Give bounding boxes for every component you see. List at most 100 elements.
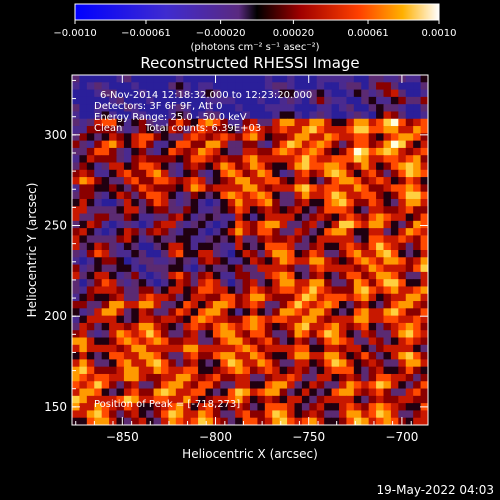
heatmap-cell — [339, 344, 347, 353]
heatmap-cell — [123, 75, 132, 83]
heatmap-cell — [116, 169, 125, 178]
heatmap-cell — [116, 147, 125, 156]
heatmap-cell — [161, 315, 169, 324]
heatmap-cell — [72, 301, 80, 309]
heatmap-cell — [264, 264, 273, 273]
heatmap-cell — [413, 395, 421, 404]
heatmap-cell — [413, 279, 421, 287]
heatmap-cell — [331, 206, 340, 214]
heatmap-cell — [301, 75, 310, 83]
heatmap-cell — [242, 388, 251, 397]
heatmap-cell — [183, 344, 192, 353]
heatmap-cell — [376, 388, 384, 397]
heatmap-cell — [116, 206, 125, 214]
heatmap-cell — [287, 366, 295, 375]
heatmap-cell — [109, 213, 117, 222]
heatmap-cell — [116, 235, 125, 244]
heatmap-cell — [190, 301, 199, 309]
heatmap-cell — [376, 301, 384, 309]
heatmap-cell — [346, 111, 355, 120]
heatmap-cell — [168, 279, 177, 287]
heatmap-cell — [161, 271, 169, 280]
heatmap-cell — [168, 155, 177, 163]
heatmap-cell — [272, 155, 281, 163]
heatmap-cell — [413, 322, 421, 331]
heatmap-cell — [264, 279, 273, 287]
heatmap-cell — [227, 104, 236, 112]
heatmap-cell — [94, 344, 103, 353]
heatmap-cell — [361, 177, 370, 185]
heatmap-cell — [272, 330, 281, 338]
heatmap-cell — [146, 301, 154, 309]
heatmap-cell — [175, 315, 184, 324]
heatmap-cell — [175, 206, 184, 214]
heatmap-cell — [250, 147, 258, 156]
heatmap-cell — [279, 198, 288, 207]
heatmap-cell — [101, 337, 110, 346]
heatmap-cell — [405, 344, 414, 353]
heatmap-cell — [101, 155, 110, 163]
heatmap-cell — [205, 126, 214, 134]
heatmap-cell — [383, 315, 392, 324]
x-tick-label: −850 — [106, 430, 139, 444]
heatmap-cell — [264, 75, 273, 83]
heatmap-cell — [227, 344, 236, 353]
heatmap-cell — [161, 198, 169, 207]
heatmap-cell — [198, 308, 206, 317]
heatmap-cell — [94, 235, 103, 244]
heatmap-cell — [101, 133, 110, 142]
heatmap-cell — [131, 301, 140, 309]
heatmap-cell — [175, 410, 184, 419]
heatmap-cell — [198, 118, 206, 127]
heatmap-cell — [413, 250, 421, 258]
heatmap-cell — [346, 140, 355, 149]
heatmap-cell — [235, 373, 243, 382]
heatmap-cell — [242, 191, 251, 200]
heatmap-cell — [287, 111, 295, 120]
heatmap-cell — [405, 169, 414, 178]
heatmap-cell — [109, 395, 117, 404]
heatmap-cell — [287, 250, 295, 258]
heatmap-cell — [316, 75, 325, 83]
heatmap-cell — [264, 403, 273, 411]
heatmap-cell — [161, 104, 169, 112]
heatmap-cell — [161, 388, 169, 397]
heatmap-cell — [250, 82, 258, 90]
annotation-method: Clean — [94, 123, 122, 134]
heatmap-cell — [205, 359, 214, 368]
heatmap-cell — [138, 322, 147, 331]
heatmap-cell — [287, 359, 295, 368]
heatmap-cell — [331, 169, 340, 178]
heatmap-cell — [205, 279, 214, 287]
heatmap-cell — [72, 308, 80, 317]
heatmap-cell — [390, 410, 399, 419]
heatmap-cell — [250, 373, 258, 382]
heatmap-cell — [316, 228, 325, 236]
heatmap-cell — [175, 366, 184, 375]
heatmap-cell — [331, 359, 340, 368]
heatmap-cell — [138, 242, 147, 251]
heatmap-cell — [294, 191, 303, 200]
heatmap-cell — [413, 271, 421, 280]
heatmap-cell — [390, 111, 399, 120]
heatmap-cell — [123, 220, 132, 229]
heatmap-cell — [168, 235, 177, 244]
heatmap-cell — [227, 228, 236, 236]
heatmap-cell — [212, 417, 221, 425]
heatmap-cell — [138, 381, 147, 389]
heatmap-cell — [368, 366, 377, 375]
heatmap-cell — [420, 315, 428, 324]
heatmap-cell — [420, 301, 428, 309]
heatmap-cell — [220, 388, 229, 397]
heatmap-cell — [413, 373, 421, 382]
heatmap-cell — [368, 206, 377, 214]
heatmap-cell — [361, 279, 370, 287]
heatmap-cell — [146, 388, 154, 397]
heatmap-cell — [205, 373, 214, 382]
heatmap-cell — [198, 235, 206, 244]
heatmap-cell — [294, 242, 303, 251]
heatmap-cell — [324, 373, 332, 382]
heatmap-cell — [198, 162, 206, 171]
heatmap-cell — [79, 322, 88, 331]
heatmap-cell — [198, 133, 206, 142]
